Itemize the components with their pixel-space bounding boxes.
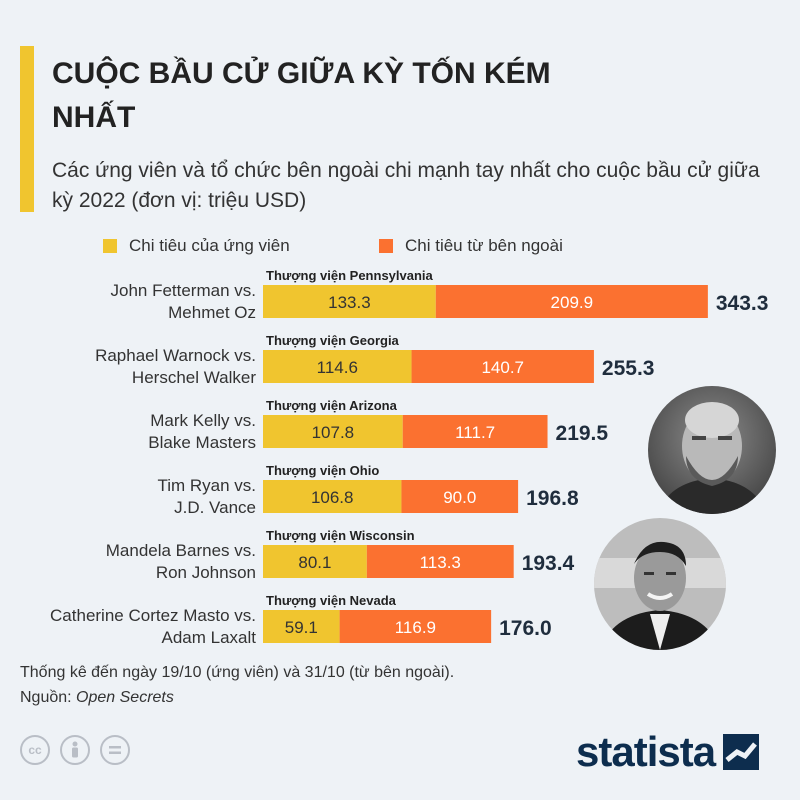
category-label-line2: Ron Johnson	[156, 563, 256, 582]
bar-outside	[339, 610, 492, 643]
category-label-line2: Mehmet Oz	[168, 303, 256, 322]
total-label: 255.3	[602, 357, 655, 380]
total-label: 196.8	[526, 487, 579, 510]
race-label: Thượng viện Georgia	[266, 333, 400, 348]
bar-outside	[411, 350, 594, 383]
bar-outside	[435, 285, 708, 318]
category-label-line1: Raphael Warnock vs.	[95, 346, 256, 365]
accent-bar	[20, 46, 34, 212]
person-icon[interactable]	[60, 735, 90, 765]
legend-candidate: Chi tiêu của ứng viên	[103, 235, 290, 257]
statista-brand[interactable]: statista	[576, 728, 760, 776]
category-label-line2: Adam Laxalt	[162, 628, 257, 647]
source-name: Open Secrets	[76, 689, 174, 706]
category-label-line2: Herschel Walker	[132, 368, 256, 387]
candidate-portrait-2	[594, 518, 726, 650]
category-label-line2: Blake Masters	[148, 433, 256, 452]
legend-swatch-outside	[379, 239, 393, 253]
value-label-candidate: 114.6	[317, 358, 358, 377]
category-label-line1: Mandela Barnes vs.	[106, 541, 256, 560]
value-label-outside: 209.9	[551, 293, 594, 312]
equals-icon[interactable]	[100, 735, 130, 765]
source-line: Nguồn: Open Secrets	[20, 689, 174, 707]
footnote: Thống kê đến ngày 19/10 (ứng viên) và 31…	[20, 664, 455, 681]
category-label-line1: Catherine Cortez Masto vs.	[50, 606, 256, 625]
legend-swatch-candidate	[103, 239, 117, 253]
page-title: CUỘC BẦU CỬ GIỮA KỲ TỐN KÉM NHẤT	[52, 57, 551, 134]
race-label: Thượng viện Ohio	[266, 463, 379, 478]
bar-candidate	[263, 610, 340, 643]
category-label-line1: Tim Ryan vs.	[157, 476, 256, 495]
value-label-candidate: 133.3	[328, 293, 371, 312]
legend-label-outside: Chi tiêu từ bên ngoài	[405, 236, 563, 255]
value-label-candidate: 80.1	[298, 553, 331, 572]
race-label: Thượng viện Nevada	[266, 593, 397, 608]
total-label: 343.3	[716, 292, 769, 315]
race-label: Thượng viện Arizona	[266, 398, 398, 413]
value-label-candidate: 59.1	[285, 618, 318, 637]
bar-outside	[366, 545, 514, 578]
statista-logo-icon	[723, 734, 760, 770]
value-label-outside: 90.0	[443, 488, 476, 507]
race-label: Thượng viện Wisconsin	[266, 528, 415, 543]
total-label: 176.0	[499, 617, 552, 640]
page-subtitle: Các ứng viên và tổ chức bên ngoài chi mạ…	[52, 159, 760, 212]
bar-candidate	[263, 350, 412, 383]
bar-outside	[402, 415, 548, 448]
license-icons: cc	[20, 735, 130, 765]
value-label-candidate: 106.8	[311, 488, 354, 507]
total-label: 219.5	[556, 422, 609, 445]
source-prefix: Nguồn:	[20, 689, 77, 706]
bar-candidate	[263, 285, 436, 318]
category-label-line1: Mark Kelly vs.	[150, 411, 256, 430]
value-label-candidate: 107.8	[312, 423, 355, 442]
bar-candidate	[263, 480, 402, 513]
value-label-outside: 113.3	[420, 553, 461, 572]
cc-icon[interactable]: cc	[20, 735, 50, 765]
total-label: 193.4	[522, 552, 575, 575]
legend-outside: Chi tiêu từ bên ngoài	[379, 235, 563, 257]
brand-name: statista	[576, 728, 716, 775]
bar-candidate	[263, 415, 403, 448]
value-label-outside: 140.7	[481, 358, 524, 377]
bar-outside	[401, 480, 519, 513]
value-label-outside: 111.7	[455, 423, 495, 442]
value-label-outside: 116.9	[395, 618, 436, 637]
bar-candidate	[263, 545, 367, 578]
race-label: Thượng viện Pennsylvania	[266, 268, 434, 283]
category-label-line2: J.D. Vance	[174, 498, 256, 517]
legend-label-candidate: Chi tiêu của ứng viên	[129, 236, 290, 255]
candidate-portrait-1	[648, 386, 776, 514]
category-label-line1: John Fetterman vs.	[110, 281, 256, 300]
